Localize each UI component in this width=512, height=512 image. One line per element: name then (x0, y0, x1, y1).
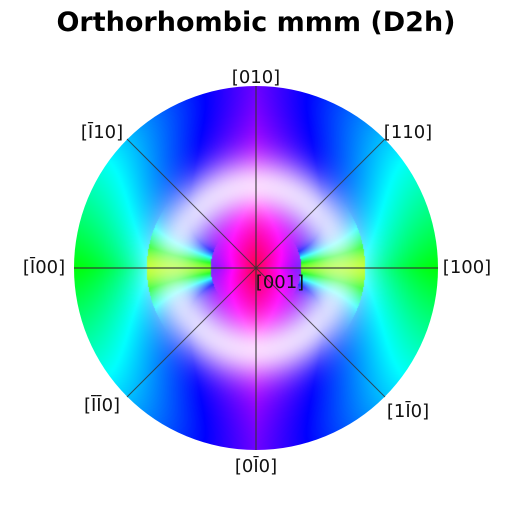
page-title: Orthorhombic mmm (D2h) (56, 7, 455, 38)
label-001: [001] (256, 272, 304, 293)
label-0m10: [0Ī0] (235, 455, 277, 477)
direction-labels: [010] [110] [Ī10] [100] [Ī00] [001] [1Ī0… (23, 67, 491, 477)
symmetry-lines (74, 86, 438, 450)
label-m110: [Ī10] (81, 121, 123, 143)
diagonal-line-1-10 (126, 138, 386, 398)
label-110: [110] (384, 122, 432, 143)
label-1m10: [1Ī0] (387, 400, 429, 422)
label-m1m10: [ĪĪ0] (84, 394, 120, 416)
label-100: [100] (443, 257, 491, 278)
label-m100: [Ī00] (23, 256, 65, 278)
label-010: [010] (232, 67, 280, 88)
